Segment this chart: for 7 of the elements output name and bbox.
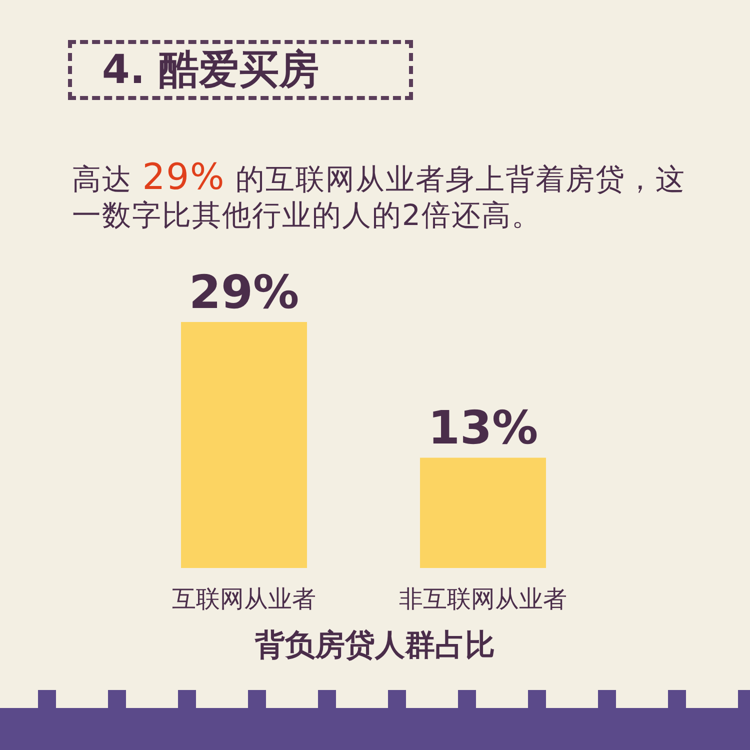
x-tick-label: 互联网从业者 [172, 585, 316, 613]
x-tick-label: 非互联网从业者 [399, 585, 567, 613]
data-label: 13% [428, 400, 538, 455]
chart-subtitle: 高达 29% 的互联网从业者身上背着房贷，这一数字比其他行业的人的2倍还高。 [72, 157, 686, 232]
chart-title: 4. 酷爱买房 [68, 40, 413, 100]
x-axis-title: 背负房贷人群占比 [254, 628, 495, 663]
data-label: 29% [188, 265, 300, 319]
